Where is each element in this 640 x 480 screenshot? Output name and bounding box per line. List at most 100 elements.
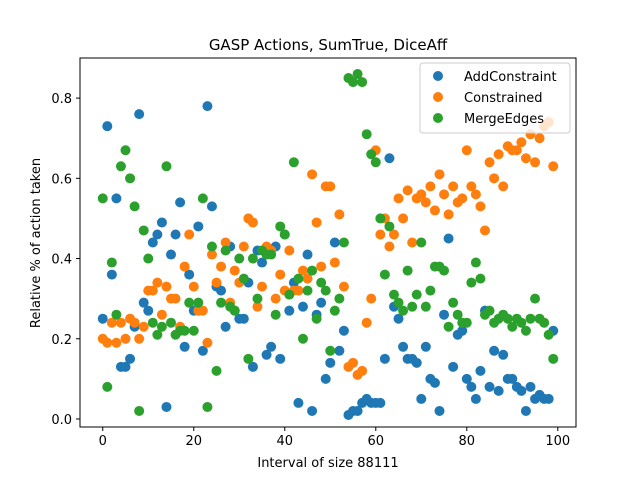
point-addconstraint-73 bbox=[429, 377, 440, 388]
point-constrained-26 bbox=[216, 261, 227, 272]
point-addconstraint-36 bbox=[261, 349, 272, 360]
point-constrained-19 bbox=[184, 229, 195, 240]
point-constrained-70 bbox=[416, 189, 427, 200]
x-tick-label: 100 bbox=[545, 434, 570, 449]
point-addconstraint-14 bbox=[161, 401, 172, 412]
chart-title: GASP Actions, SumTrue, DiceAff bbox=[209, 36, 448, 54]
point-constrained-61 bbox=[375, 229, 386, 240]
point-constrained-80 bbox=[461, 145, 472, 156]
point-addconstraint-62 bbox=[379, 353, 390, 364]
point-mergeedges-51 bbox=[329, 305, 340, 316]
point-addconstraint-98 bbox=[543, 393, 554, 404]
y-axis-ticks: 0.0 0.2 0.4 0.6 0.8 bbox=[51, 92, 80, 428]
point-constrained-2 bbox=[106, 317, 117, 328]
point-mergeedges-19 bbox=[184, 297, 195, 308]
y-tick-label: 0.4 bbox=[51, 253, 72, 268]
point-mergeedges-61 bbox=[375, 213, 386, 224]
point-constrained-93 bbox=[520, 153, 531, 164]
point-mergeedges-44 bbox=[297, 333, 308, 344]
point-addconstraint-1 bbox=[102, 121, 113, 132]
point-mergeedges-11 bbox=[147, 317, 158, 328]
point-mergeedges-15 bbox=[166, 317, 177, 328]
point-addconstraint-74 bbox=[434, 405, 445, 416]
point-mergeedges-52 bbox=[334, 293, 345, 304]
point-addconstraint-19 bbox=[184, 269, 195, 280]
point-addconstraint-49 bbox=[320, 373, 331, 384]
point-constrained-72 bbox=[425, 181, 436, 192]
point-constrained-63 bbox=[384, 241, 395, 252]
point-mergeedges-12 bbox=[152, 329, 163, 340]
point-constrained-9 bbox=[138, 321, 149, 332]
point-mergeedges-46 bbox=[307, 265, 318, 276]
point-mergeedges-41 bbox=[284, 289, 295, 300]
point-addconstraint-27 bbox=[220, 321, 231, 332]
point-mergeedges-27 bbox=[220, 245, 231, 256]
point-mergeedges-94 bbox=[525, 313, 536, 324]
point-constrained-82 bbox=[470, 189, 481, 200]
point-mergeedges-81 bbox=[466, 277, 477, 288]
point-mergeedges-67 bbox=[402, 265, 413, 276]
point-mergeedges-20 bbox=[188, 325, 199, 336]
point-constrained-55 bbox=[348, 357, 359, 368]
point-mergeedges-37 bbox=[266, 249, 277, 260]
point-mergeedges-8 bbox=[134, 405, 145, 416]
x-tick-label: 60 bbox=[368, 434, 385, 449]
point-constrained-96 bbox=[534, 133, 545, 144]
x-tick-label: 20 bbox=[185, 434, 202, 449]
point-mergeedges-76 bbox=[443, 321, 454, 332]
point-addconstraint-76 bbox=[443, 233, 454, 244]
point-constrained-24 bbox=[206, 249, 217, 260]
point-addconstraint-82 bbox=[470, 393, 481, 404]
point-addconstraint-46 bbox=[307, 405, 318, 416]
point-constrained-35 bbox=[257, 281, 268, 292]
point-addconstraint-86 bbox=[489, 345, 500, 356]
point-addconstraint-48 bbox=[316, 297, 327, 308]
point-mergeedges-32 bbox=[243, 353, 254, 364]
point-mergeedges-93 bbox=[520, 325, 531, 336]
legend-label-constrained: Constrained bbox=[464, 91, 543, 106]
point-mergeedges-77 bbox=[448, 297, 459, 308]
point-addconstraint-53 bbox=[338, 325, 349, 336]
point-constrained-59 bbox=[366, 293, 377, 304]
point-mergeedges-25 bbox=[211, 365, 222, 376]
point-mergeedges-68 bbox=[407, 301, 418, 312]
point-constrained-95 bbox=[530, 157, 541, 168]
point-addconstraint-83 bbox=[475, 365, 486, 376]
point-mergeedges-63 bbox=[384, 221, 395, 232]
y-tick-label: 0.0 bbox=[51, 413, 72, 428]
point-mergeedges-23 bbox=[202, 401, 213, 412]
point-constrained-13 bbox=[156, 309, 167, 320]
point-mergeedges-4 bbox=[115, 161, 126, 172]
point-addconstraint-85 bbox=[484, 381, 495, 392]
point-mergeedges-7 bbox=[129, 201, 140, 212]
point-constrained-14 bbox=[161, 281, 172, 292]
legend-label-mergeedges: MergeEdges bbox=[464, 112, 544, 127]
point-addconstraint-79 bbox=[457, 325, 468, 336]
point-mergeedges-53 bbox=[338, 237, 349, 248]
point-addconstraint-75 bbox=[439, 309, 450, 320]
x-tick-label: 40 bbox=[276, 434, 293, 449]
point-constrained-81 bbox=[466, 181, 477, 192]
point-addconstraint-66 bbox=[398, 341, 409, 352]
point-constrained-53 bbox=[338, 281, 349, 292]
point-constrained-84 bbox=[479, 225, 490, 236]
point-constrained-76 bbox=[443, 209, 454, 220]
point-mergeedges-64 bbox=[388, 289, 399, 300]
point-mergeedges-69 bbox=[411, 289, 422, 300]
point-mergeedges-89 bbox=[502, 313, 513, 324]
point-constrained-20 bbox=[188, 281, 199, 292]
point-constrained-64 bbox=[388, 229, 399, 240]
point-constrained-86 bbox=[489, 173, 500, 184]
point-constrained-51 bbox=[329, 257, 340, 268]
point-addconstraint-5 bbox=[120, 361, 131, 372]
point-mergeedges-33 bbox=[247, 253, 258, 264]
point-mergeedges-31 bbox=[238, 273, 249, 284]
point-constrained-77 bbox=[448, 181, 459, 192]
point-constrained-25 bbox=[211, 277, 222, 288]
plot-frame bbox=[79, 57, 577, 428]
point-addconstraint-31 bbox=[238, 313, 249, 324]
point-mergeedges-99 bbox=[548, 353, 559, 364]
x-tick-label: 80 bbox=[459, 434, 476, 449]
point-mergeedges-58 bbox=[361, 129, 372, 140]
x-axis-ticks: 0 20 40 60 80 100 bbox=[99, 427, 570, 449]
